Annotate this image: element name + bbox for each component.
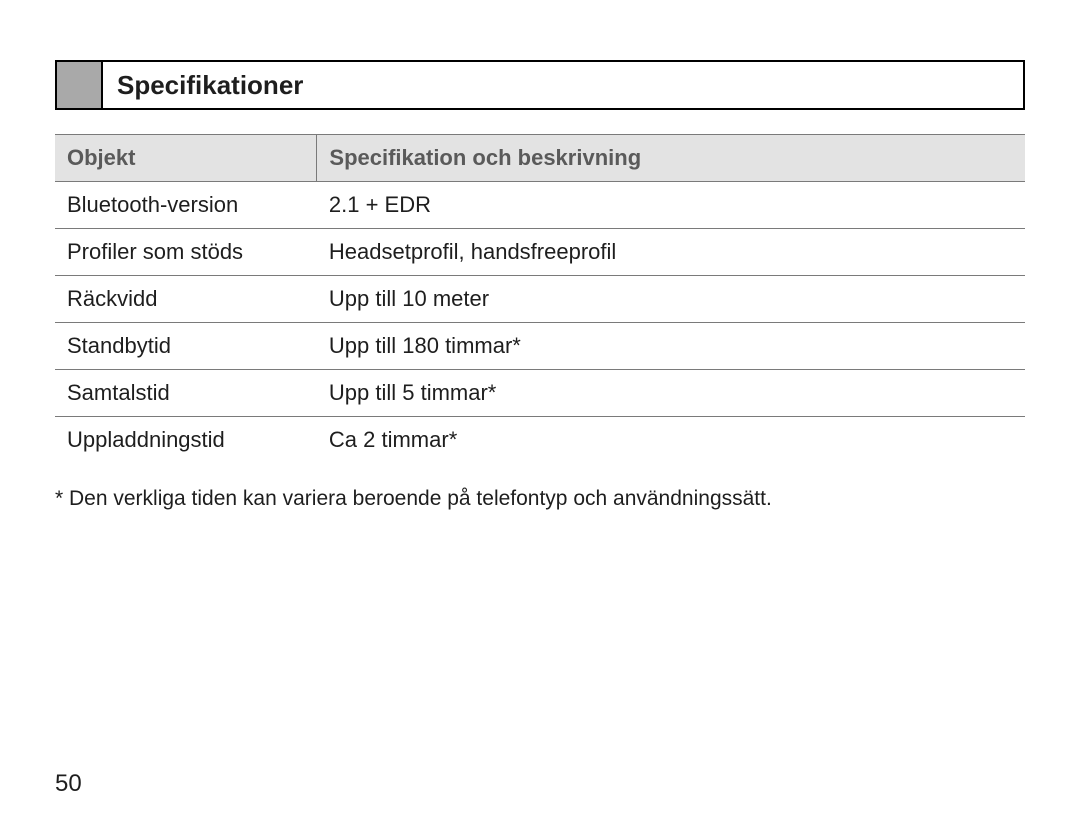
table-row: Räckvidd Upp till 10 meter <box>55 276 1025 323</box>
column-header-objekt: Objekt <box>55 135 317 182</box>
cell-item: Uppladdningstid <box>55 417 317 464</box>
cell-value: Upp till 180 timmar* <box>317 323 1025 370</box>
cell-value: Headsetprofil, handsfreeprofil <box>317 229 1025 276</box>
cell-item: Samtalstid <box>55 370 317 417</box>
table-row: Standbytid Upp till 180 timmar* <box>55 323 1025 370</box>
heading-accent-box <box>57 62 103 108</box>
table-row: Bluetooth-version 2.1 + EDR <box>55 182 1025 229</box>
footnote-text: * Den verkliga tiden kan variera beroend… <box>55 487 1025 511</box>
cell-value: Upp till 5 timmar* <box>317 370 1025 417</box>
specifications-table: Objekt Specifikation och beskrivning Blu… <box>55 134 1025 463</box>
cell-item: Räckvidd <box>55 276 317 323</box>
cell-value: Upp till 10 meter <box>317 276 1025 323</box>
section-title: Specifikationer <box>103 62 303 108</box>
table-row: Samtalstid Upp till 5 timmar* <box>55 370 1025 417</box>
table-row: Uppladdningstid Ca 2 timmar* <box>55 417 1025 464</box>
table-row: Profiler som stöds Headsetprofil, handsf… <box>55 229 1025 276</box>
page-number: 50 <box>55 770 82 798</box>
cell-item: Bluetooth-version <box>55 182 317 229</box>
cell-value: 2.1 + EDR <box>317 182 1025 229</box>
cell-value: Ca 2 timmar* <box>317 417 1025 464</box>
cell-item: Standbytid <box>55 323 317 370</box>
column-header-specification: Specifikation och beskrivning <box>317 135 1025 182</box>
cell-item: Profiler som stöds <box>55 229 317 276</box>
section-heading-bar: Specifikationer <box>55 60 1025 110</box>
table-header-row: Objekt Specifikation och beskrivning <box>55 135 1025 182</box>
document-page: Specifikationer Objekt Specifikation och… <box>0 0 1080 840</box>
